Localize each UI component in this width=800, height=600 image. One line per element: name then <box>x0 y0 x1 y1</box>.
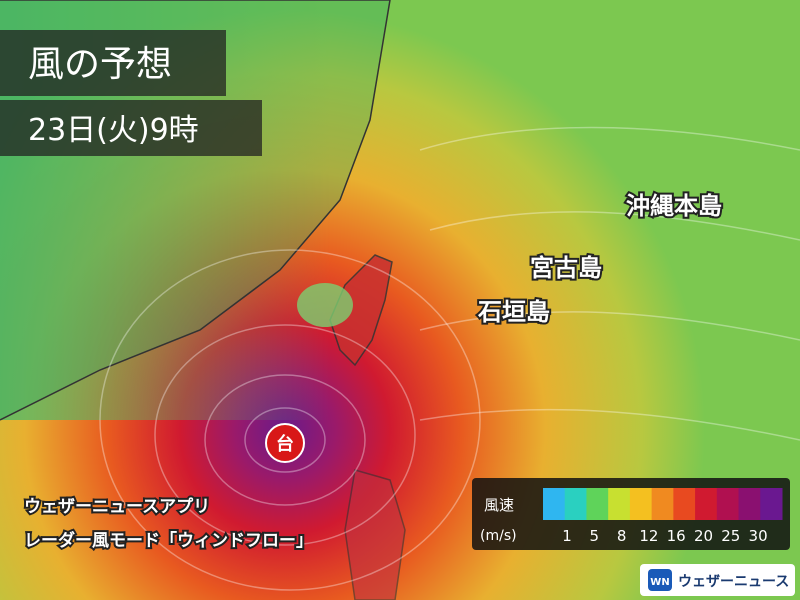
legend-swatch <box>564 488 587 520</box>
legend-swatch <box>608 488 631 520</box>
caption: レーダー風モード「ウィンドフロー」 <box>24 530 313 551</box>
logo-icon <box>648 569 672 591</box>
legend-swatch <box>651 488 674 520</box>
legend-tick: 8 <box>617 527 627 545</box>
calm-area <box>297 283 353 327</box>
legend-tick: 5 <box>590 527 600 545</box>
legend-swatch <box>543 488 566 520</box>
legend-swatch <box>716 488 740 520</box>
legend-tick: 16 <box>667 527 686 545</box>
caption: ウェザーニュースアプリ <box>24 496 210 517</box>
luzon <box>344 469 406 600</box>
legend-swatch <box>695 488 718 520</box>
logo-icon-text: WN <box>650 577 669 588</box>
title-box <box>0 30 226 96</box>
legend-swatch <box>629 488 653 520</box>
coastline <box>0 0 391 421</box>
legend-title: 風速 <box>484 496 514 514</box>
date: 23日(火)9時 <box>28 113 199 148</box>
logo-text: ウェザーニュース <box>678 574 789 590</box>
legend-tick: 25 <box>721 527 740 545</box>
place-label: 宮古島 <box>530 254 602 282</box>
legend-tick: 1 <box>562 527 572 545</box>
legend-tick: 30 <box>749 527 768 545</box>
typhoon-label: 台 <box>276 433 294 455</box>
legend: 風速 (m/s) 1 5 8 12 16 20 25 30 <box>472 478 790 550</box>
legend-swatch <box>586 488 609 520</box>
legend-unit: (m/s) <box>480 528 517 544</box>
legend-tick: 12 <box>639 527 658 545</box>
legend-swatch <box>738 488 761 520</box>
place-label: 石垣島 <box>477 298 550 326</box>
wind-streaks <box>99 126 800 591</box>
typhoon-marker <box>265 423 305 463</box>
logo-box <box>640 564 795 596</box>
legend-swatch <box>760 488 783 520</box>
legend-tick: 20 <box>694 527 713 545</box>
title: 風の予想 <box>28 44 172 85</box>
place-label: 沖縄本島 <box>626 192 722 220</box>
date-box <box>0 100 262 156</box>
legend-swatch <box>673 488 696 520</box>
